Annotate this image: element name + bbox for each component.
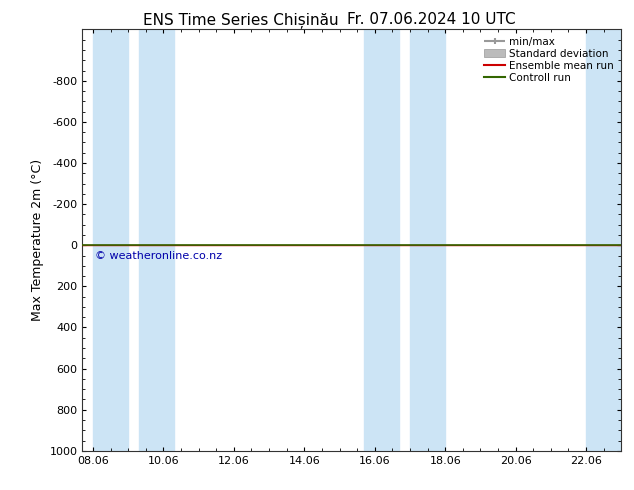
Bar xyxy=(364,29,399,451)
Bar xyxy=(93,29,128,451)
Y-axis label: Max Temperature 2m (°C): Max Temperature 2m (°C) xyxy=(31,159,44,321)
Text: ENS Time Series Chișinău: ENS Time Series Chișinău xyxy=(143,12,339,28)
Legend: min/max, Standard deviation, Ensemble mean run, Controll run: min/max, Standard deviation, Ensemble me… xyxy=(482,35,616,85)
Bar xyxy=(139,29,174,451)
Text: Fr. 07.06.2024 10 UTC: Fr. 07.06.2024 10 UTC xyxy=(347,12,515,27)
Bar xyxy=(586,29,621,451)
Bar xyxy=(410,29,445,451)
Text: © weatheronline.co.nz: © weatheronline.co.nz xyxy=(94,251,222,261)
